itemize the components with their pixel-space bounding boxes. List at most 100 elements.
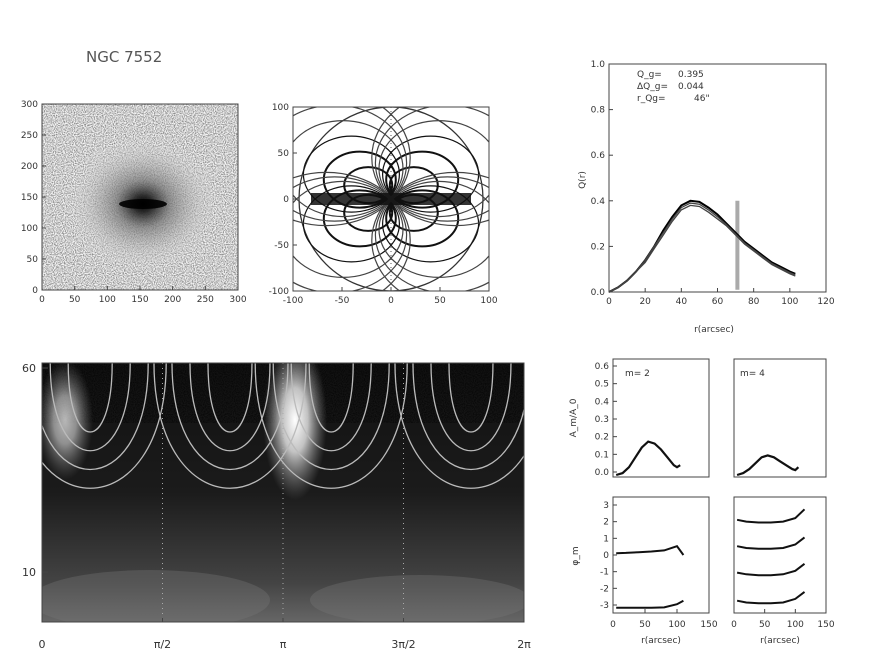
y-tick-label: 0.8 [591, 106, 606, 116]
polar-contour-line [272, 363, 390, 471]
x-tick-label: 0 [606, 297, 612, 307]
phase-m2-y-ticks: 3 2 1 0 -1 -2 -3 [600, 501, 617, 611]
phase-m2-frame [612, 496, 710, 614]
amp-m2-y-ticks: 0.6 0.5 0.4 0.3 0.2 0.1 0.0 [595, 362, 617, 478]
contour-loop [374, 107, 489, 222]
y-tick-label: 0 [283, 195, 289, 205]
y-tick-label: 3 [603, 501, 609, 511]
x-tick-label: 20 [639, 297, 651, 307]
figure-title: NGC 7552 [86, 48, 162, 66]
contour-loop [385, 189, 460, 248]
polar-contour-line [67, 363, 113, 433]
x-tick-label: 60 [712, 297, 724, 307]
y-tick-label: 0.4 [595, 397, 610, 407]
x-tick-label: 40 [676, 297, 688, 307]
y-tick-label: -3 [600, 601, 609, 611]
x-tick-label: 0 [388, 296, 394, 306]
polar-contour-line [290, 363, 372, 452]
contour-loop [371, 107, 489, 227]
x-tick-label: -50 [335, 296, 350, 306]
x-tick-label: 100 [781, 297, 798, 307]
x-tick-label: 200 [164, 295, 181, 305]
phase-m4-line [736, 591, 806, 605]
amp-ylabel: A_m/A_0 [569, 398, 579, 437]
x-tick-label: 0 [39, 638, 46, 651]
phase-ylabel: φ_m [571, 546, 581, 565]
phase-m4-xlabel: r(arcsec) [760, 636, 800, 646]
phase-m2-curves [616, 545, 685, 609]
y-tick-label: 0 [32, 286, 38, 296]
y-tick-label: 1.0 [591, 60, 606, 70]
y-tick-label: -1 [600, 568, 609, 578]
phase-m4-line [736, 536, 806, 550]
q-profile-x-ticks: 0 20 40 60 80 100 120 [606, 288, 835, 307]
polar-contour-line [412, 363, 524, 471]
contour-loop [378, 180, 489, 278]
x-tick-label: 100 [787, 620, 804, 630]
y-tick-label: 10 [22, 566, 36, 579]
y-tick-label: 0.6 [591, 151, 606, 161]
y-tick-label: 0.0 [595, 468, 610, 478]
q-annot-value-2: 0.044 [678, 82, 704, 92]
amp-m2-curve [615, 440, 681, 477]
q-series-line [608, 199, 796, 293]
galaxy-bar [119, 199, 167, 209]
phase-m2-panel: 3 2 1 0 -1 -2 -3 0 50 100 150 r(arcsec) φ_m [571, 496, 718, 646]
q-profile-panel: 0 20 40 60 80 100 120 1.0 0.8 0.6 0.4 0.2 0.0 r(arc… [578, 60, 835, 335]
x-tick-label: 2π [517, 638, 531, 651]
x-tick-label: 250 [197, 295, 214, 305]
x-tick-label: π/2 [154, 638, 171, 651]
central-bar-contours [311, 193, 471, 205]
x-tick-label: 100 [480, 296, 497, 306]
phase-m2-xlabel: r(arcsec) [641, 636, 681, 646]
x-tick-label: 150 [700, 620, 717, 630]
x-tick-label: 100 [668, 620, 685, 630]
contour-loop [382, 185, 480, 263]
contour-loop [371, 171, 489, 291]
x-tick-label: 100 [99, 295, 116, 305]
phase-m4-line [736, 508, 806, 524]
x-tick-label: π [280, 638, 287, 651]
x-tick-label: 150 [131, 295, 148, 305]
y-tick-label: 0.0 [591, 288, 606, 298]
q-annot-value-3: 46" [694, 94, 710, 104]
y-tick-label: 300 [21, 100, 38, 110]
amp-m2-label: m= 2 [625, 369, 650, 379]
q-annot-label-3: r_Qg= [637, 94, 666, 104]
q-annot-label-1: Q_g= [637, 70, 662, 80]
y-tick-label: 60 [22, 362, 36, 375]
y-tick-label: 200 [21, 162, 38, 172]
phase-m4-x-ticks: 0 50 100 150 [731, 609, 835, 630]
phase-m4-panel: 0 50 100 150 r(arcsec) [731, 496, 835, 646]
y-tick-label: 2 [603, 518, 609, 528]
contour-map-x-ticks: -100 -50 0 50 100 [283, 287, 498, 306]
x-tick-label: 3π/2 [391, 638, 415, 651]
q-profile-annotations: Q_g= 0.395 ΔQ_g= 0.044 r_Qg= 46" [637, 70, 710, 104]
y-tick-label: 0.2 [595, 433, 609, 443]
y-tick-label: 0.1 [595, 450, 609, 460]
density-map-y-ticks: 300 250 200 150 100 50 0 [21, 100, 46, 296]
y-tick-label: 1 [603, 534, 609, 544]
x-tick-label: 50 [434, 296, 446, 306]
polar-contour-line [394, 363, 524, 489]
polar-contour-line [42, 363, 167, 489]
phase-m2-line [616, 599, 684, 609]
contour-loop [322, 189, 397, 248]
phase-m2-line [616, 545, 685, 556]
y-tick-label: 0.2 [591, 242, 605, 252]
y-tick-label: 0.3 [595, 415, 609, 425]
y-tick-label: 50 [27, 255, 39, 265]
contour-loop [293, 180, 404, 278]
polar-map-panel: 0 π/2 π 3π/2 2π 60 10 [22, 362, 531, 651]
polar-contour-line [308, 363, 354, 433]
x-tick-label: 0 [39, 295, 45, 305]
x-tick-label: 0 [610, 620, 616, 630]
q-annot-label-2: ΔQ_g= [637, 82, 668, 92]
polar-contour-line [207, 363, 253, 433]
polar-contour-line [49, 363, 131, 452]
phase-m4-frame [733, 496, 827, 614]
amp-m4-label: m= 4 [740, 369, 765, 379]
density-map-x-ticks: 0 50 100 150 200 250 300 [39, 286, 247, 305]
y-tick-label: -50 [274, 241, 289, 251]
polar-contour-line [448, 363, 494, 433]
